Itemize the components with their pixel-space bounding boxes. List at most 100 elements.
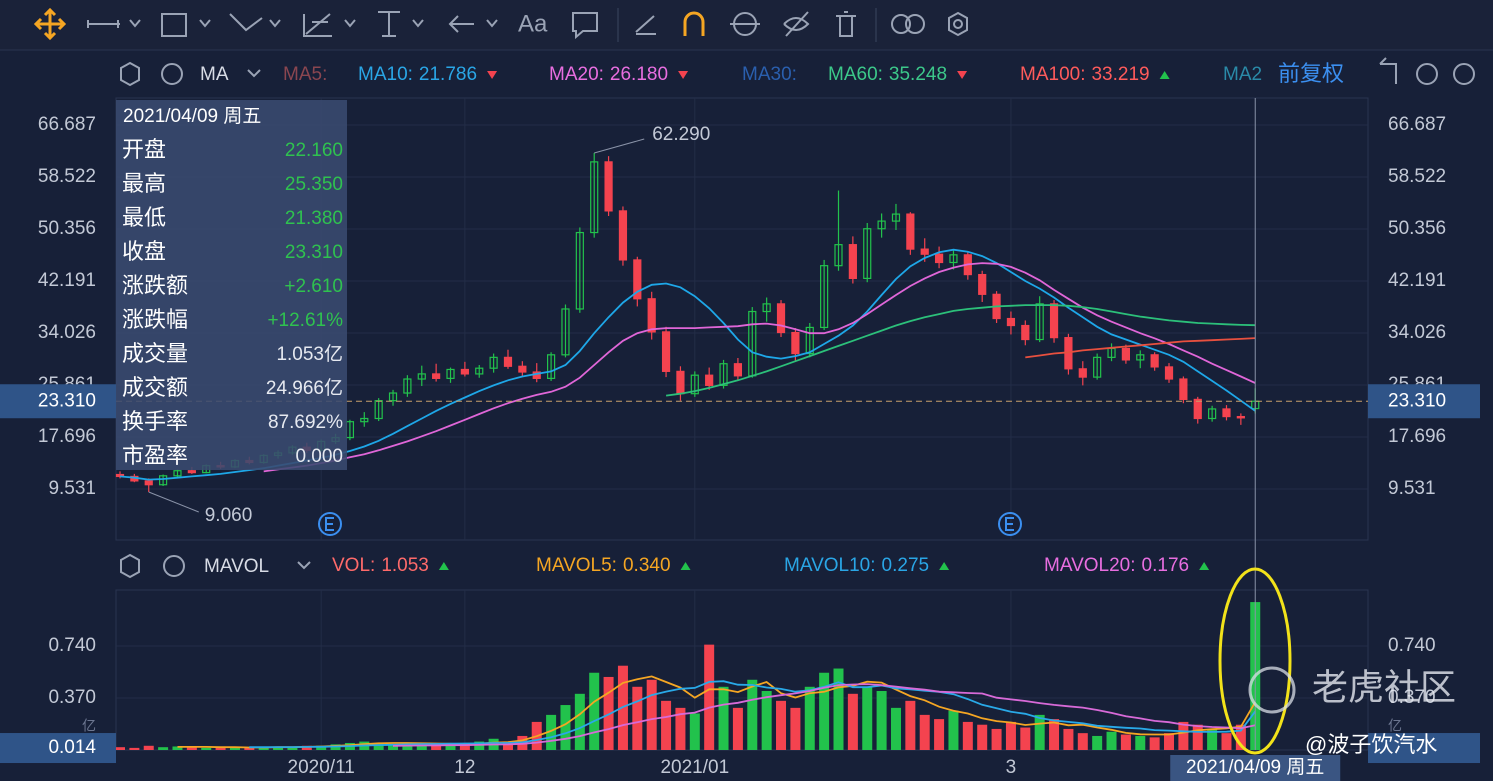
volume-bar <box>1235 724 1246 750</box>
indicator-close[interactable] <box>163 555 185 577</box>
volume-bar <box>258 747 269 750</box>
candle-body <box>1208 408 1217 420</box>
candle-body <box>432 373 441 379</box>
candle-body <box>949 254 958 264</box>
event-marker[interactable] <box>998 512 1022 536</box>
min-pointer <box>148 491 199 513</box>
volume-bar <box>847 693 858 750</box>
candle-body <box>805 326 814 355</box>
volume-bar <box>201 747 212 750</box>
fib-tool[interactable] <box>303 13 356 37</box>
event-marker[interactable] <box>318 512 342 536</box>
current-volume-label: 0.014 <box>48 737 96 758</box>
y-tick-label: 0.370 <box>48 687 96 708</box>
indicator-dropdown[interactable] <box>247 69 261 78</box>
tooltip-label: 开盘 <box>122 137 166 162</box>
line-tool[interactable] <box>87 19 141 28</box>
magnet-tool[interactable] <box>683 11 705 36</box>
trend-arrow <box>939 562 950 570</box>
date-box <box>1170 755 1341 781</box>
text-tool[interactable] <box>378 11 424 37</box>
rect-tool[interactable] <box>161 13 211 37</box>
delete-tool[interactable] <box>836 11 856 37</box>
undo[interactable] <box>1379 57 1397 84</box>
volume-bar <box>747 679 758 750</box>
font-button[interactable]: Aa <box>518 10 548 37</box>
tooltip-label: 市盈率 <box>122 443 188 468</box>
indicator-settings[interactable] <box>120 61 140 87</box>
max-pointer <box>594 138 645 154</box>
legend-value: 35.248 <box>889 64 947 85</box>
toolbar-icons <box>33 7 968 42</box>
volume-bar <box>962 721 973 750</box>
volume-bar <box>934 719 945 750</box>
legend-name: MA5: <box>283 64 327 85</box>
tooltip-label: 最高 <box>122 171 166 196</box>
arrow-tool[interactable] <box>448 15 498 33</box>
tooltip-label: 涨跌幅 <box>122 307 188 332</box>
zoom-in[interactable] <box>1453 63 1475 85</box>
hide-tool[interactable] <box>783 11 810 37</box>
candle-body <box>618 210 628 261</box>
polyline-tool[interactable] <box>229 13 281 32</box>
volume-bar <box>1005 721 1016 750</box>
volume-bar <box>632 686 643 750</box>
unit-label: 亿 <box>82 718 96 734</box>
candle-body <box>173 470 182 477</box>
volume-bar <box>948 710 959 750</box>
indicator-dropdown[interactable] <box>297 561 311 570</box>
tooltip-value: 87.692% <box>268 412 343 433</box>
y-tick-label: 0.370 <box>1388 687 1436 708</box>
volume-bar <box>1063 728 1074 750</box>
adjust-button[interactable]: 前复权 <box>1278 61 1344 86</box>
event-marker-e <box>325 517 334 531</box>
volume-bar <box>129 747 140 750</box>
legend-value: 26.180 <box>610 64 668 85</box>
candle-body <box>820 265 829 329</box>
indicator-settings[interactable] <box>120 553 140 579</box>
candle-body <box>906 213 915 250</box>
volume-bar <box>316 745 327 750</box>
indicator-name: MAVOL <box>204 556 269 577</box>
volume-bar <box>661 700 672 750</box>
move-tool[interactable] <box>33 7 67 41</box>
volume-bar <box>143 745 154 750</box>
compare-tool[interactable] <box>891 14 926 34</box>
volume-bar <box>186 747 197 750</box>
volume-bar <box>301 745 312 750</box>
note-tool[interactable] <box>572 12 598 40</box>
candle-body <box>1035 303 1044 341</box>
y-tick-label: 42.191 <box>38 270 96 291</box>
indicator-name: MA <box>200 64 229 85</box>
volume-bar <box>1135 735 1146 750</box>
ma-line <box>263 262 1256 473</box>
y-tick-label: 0.740 <box>48 635 96 656</box>
current-volume-box <box>0 733 116 764</box>
candle-body <box>561 308 570 356</box>
volume-bar <box>546 714 557 750</box>
cursor-date: 2021/04/09 周五 <box>1186 757 1324 778</box>
candle-body <box>403 378 412 394</box>
watermark-author: @波子饮汽水 <box>1305 732 1437 757</box>
legend-value: 0.176 <box>1142 555 1190 576</box>
legend-value: 33.219 <box>1091 64 1149 85</box>
legend-name: MA2 <box>1223 64 1262 85</box>
measure-tool[interactable] <box>635 15 656 35</box>
indicator-close[interactable] <box>161 63 183 85</box>
x-tick-label: 3 <box>1006 757 1017 778</box>
zoom-out[interactable] <box>1416 63 1438 85</box>
lock-tool[interactable] <box>730 12 760 36</box>
candle-body <box>863 228 872 280</box>
candle-body <box>848 244 857 280</box>
candle-body <box>159 475 168 486</box>
volume-bar <box>115 747 125 750</box>
y-tick-label: 17.696 <box>1388 426 1446 447</box>
settings-tool[interactable] <box>948 11 968 37</box>
trend-arrow <box>1159 71 1170 79</box>
volume-bar <box>862 686 873 750</box>
current-price-box <box>1368 384 1480 419</box>
candle-body <box>503 356 513 367</box>
volume-bar <box>718 686 729 750</box>
trend-arrow <box>487 71 498 79</box>
candle-body <box>676 370 685 395</box>
